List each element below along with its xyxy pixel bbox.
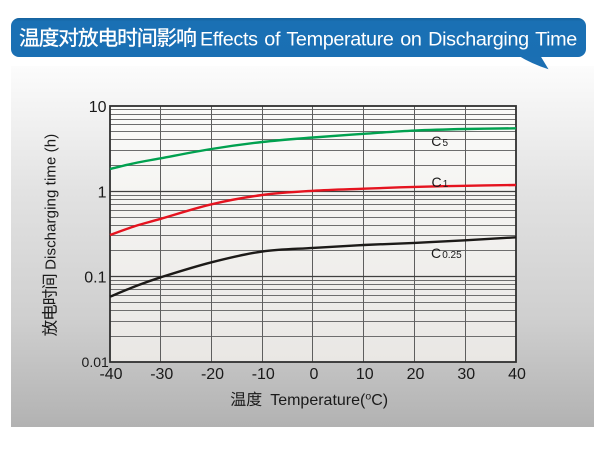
svg-text:10: 10 — [356, 366, 374, 383]
svg-text:1: 1 — [98, 184, 107, 201]
svg-text:-30: -30 — [150, 366, 173, 383]
svg-text:0.01: 0.01 — [82, 354, 109, 370]
svg-text:20: 20 — [407, 366, 425, 383]
svg-text:C: C — [432, 174, 442, 190]
svg-text:10: 10 — [89, 99, 107, 116]
svg-text:0.1: 0.1 — [84, 270, 106, 287]
svg-text:1: 1 — [443, 179, 449, 190]
svg-text:Effects of Temperature on Disc: Effects of Temperature on Discharging Ti… — [200, 28, 577, 50]
svg-text:-40: -40 — [99, 366, 122, 383]
svg-text:5: 5 — [443, 138, 449, 149]
svg-text:0: 0 — [310, 366, 319, 383]
svg-text:-10: -10 — [252, 366, 275, 383]
svg-text:30: 30 — [457, 366, 475, 383]
svg-text:C: C — [431, 133, 441, 149]
svg-text:C: C — [431, 245, 441, 261]
svg-text:0.25: 0.25 — [442, 250, 462, 261]
svg-text:-20: -20 — [201, 366, 224, 383]
svg-text:Temperature(oC): Temperature(oC) — [270, 391, 388, 410]
svg-text:Discharging time (h): Discharging time (h) — [42, 134, 59, 270]
svg-text:40: 40 — [508, 366, 526, 383]
